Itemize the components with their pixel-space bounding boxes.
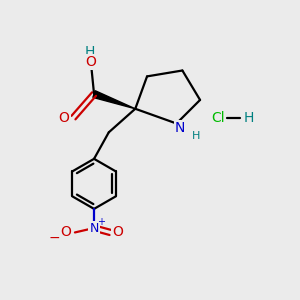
- Text: H: H: [191, 131, 200, 141]
- Text: Cl: Cl: [211, 111, 224, 124]
- Text: O: O: [58, 111, 70, 124]
- Text: N: N: [89, 221, 99, 235]
- Text: O: O: [60, 225, 71, 239]
- Text: H: H: [244, 111, 254, 124]
- Text: O: O: [112, 225, 123, 239]
- Text: +: +: [98, 217, 105, 226]
- Text: H: H: [85, 45, 95, 59]
- Text: −: −: [49, 231, 60, 245]
- Polygon shape: [93, 91, 135, 109]
- Text: O: O: [86, 55, 97, 69]
- Text: N: N: [175, 121, 185, 135]
